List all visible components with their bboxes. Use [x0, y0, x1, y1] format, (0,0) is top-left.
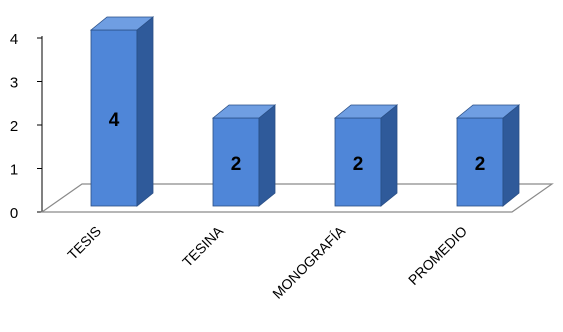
y-tick-label: 3 [10, 75, 18, 92]
bar-front [90, 29, 138, 207]
x-tick-label: PROMEDIO [405, 223, 470, 288]
chart-axes [37, 36, 554, 213]
x-tick-label: TESINA [179, 222, 227, 270]
data-label: 2 [231, 154, 242, 175]
y-tick-label: 1 [10, 162, 18, 179]
x-tick-labels: TESIS TESINA MONOGRAFÍA PROMEDIO [64, 222, 470, 301]
bar-tesis: 4 [89, 16, 155, 207]
y-tick-label: 0 [10, 205, 18, 222]
data-label: 4 [109, 110, 120, 131]
data-label: 2 [475, 154, 486, 175]
y-tick-label: 2 [10, 118, 18, 135]
bar-top [211, 104, 277, 119]
bar-promedio: 2 [455, 104, 521, 207]
bar-tesina: 2 [211, 104, 277, 207]
bars: 4 2 2 2 [89, 16, 521, 207]
bar-side [502, 104, 520, 207]
y-tick-labels: 0 1 2 3 4 [10, 31, 18, 222]
bar-side [136, 16, 154, 207]
x-tick-label: TESIS [64, 223, 104, 263]
bar-front [456, 117, 504, 207]
bar-top [333, 104, 399, 119]
y-tick-label: 4 [10, 31, 18, 48]
bar-side [380, 104, 398, 207]
bar-top [89, 16, 155, 31]
bar-monografía: 2 [333, 104, 399, 207]
chart-floor [40, 183, 554, 213]
bar-top [455, 104, 521, 119]
data-label: 2 [353, 154, 364, 175]
bar-side [258, 104, 276, 207]
x-tick-label: MONOGRAFÍA [269, 222, 348, 301]
